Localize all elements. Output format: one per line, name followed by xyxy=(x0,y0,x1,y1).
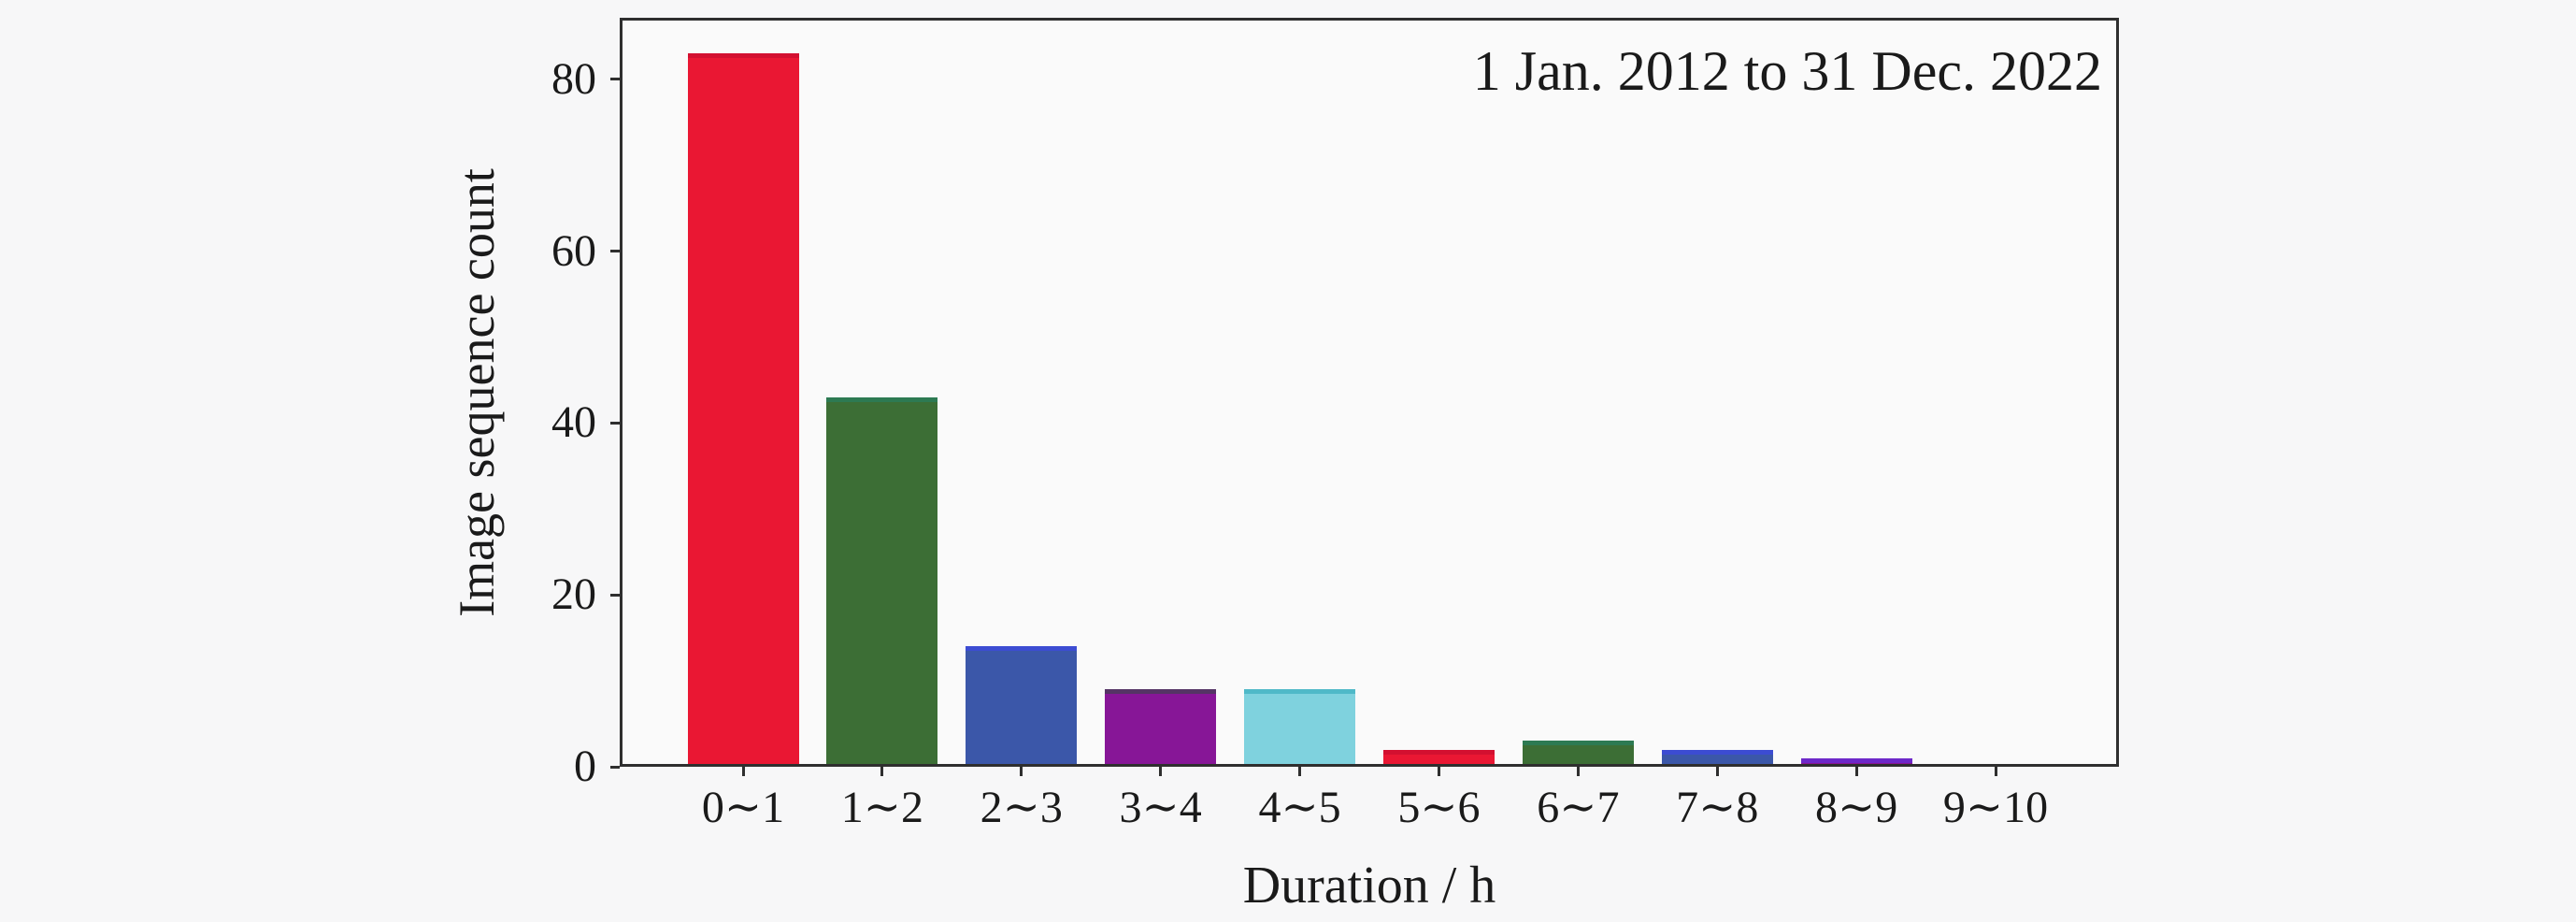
x-tick-mark xyxy=(1994,767,1997,776)
x-tick-label: 0∼1 xyxy=(701,783,785,832)
y-tick-label: 40 xyxy=(551,397,596,448)
x-tick-label: 4∼5 xyxy=(1258,783,1341,832)
y-tick-label: 20 xyxy=(551,569,596,620)
bar-3∼4 xyxy=(1105,689,1217,767)
bar-2∼3 xyxy=(966,646,1078,767)
y-tick-mark xyxy=(610,593,620,597)
x-tick-mark xyxy=(1715,767,1719,776)
x-tick-label: 7∼8 xyxy=(1676,783,1759,832)
x-tick-label: 8∼9 xyxy=(1815,783,1898,832)
date-range-annotation: 1 Jan. 2012 to 31 Dec. 2022 xyxy=(1472,40,2102,102)
y-tick-label: 0 xyxy=(574,742,596,791)
y-tick-mark xyxy=(610,421,620,425)
x-tick-mark xyxy=(880,767,884,776)
y-tick-mark xyxy=(610,78,620,81)
y-tick-mark xyxy=(610,250,620,253)
y-tick-label: 60 xyxy=(551,225,596,276)
y-tick-label: 80 xyxy=(551,53,596,104)
x-tick-mark xyxy=(1576,767,1580,776)
x-axis-label: Duration / h xyxy=(1242,857,1496,915)
x-tick-label: 9∼10 xyxy=(1942,783,2049,832)
x-tick-mark xyxy=(1159,767,1163,776)
x-tick-label: 6∼7 xyxy=(1537,783,1620,832)
x-tick-mark xyxy=(1854,767,1858,776)
x-tick-label: 1∼2 xyxy=(840,783,923,832)
bar-4∼5 xyxy=(1244,689,1356,767)
x-tick-label: 2∼3 xyxy=(980,783,1063,832)
bar-1∼2 xyxy=(826,397,938,767)
bar-8∼9 xyxy=(1800,758,1912,767)
x-tick-mark xyxy=(1020,767,1023,776)
bar-7∼8 xyxy=(1661,750,1773,767)
x-tick-label: 5∼6 xyxy=(1397,783,1481,832)
bar-5∼6 xyxy=(1382,750,1495,767)
x-tick-mark xyxy=(1437,767,1440,776)
plot-area: 1 Jan. 2012 to 31 Dec. 2022 0 20 40 60 80 0∼1… xyxy=(551,18,2119,832)
x-tick-label: 3∼4 xyxy=(1119,783,1202,832)
y-tick-mark xyxy=(610,765,620,769)
bar-6∼7 xyxy=(1522,741,1634,767)
bar-0∼1 xyxy=(687,53,799,767)
x-tick-mark xyxy=(1298,767,1302,776)
x-tick-mark xyxy=(741,767,745,776)
